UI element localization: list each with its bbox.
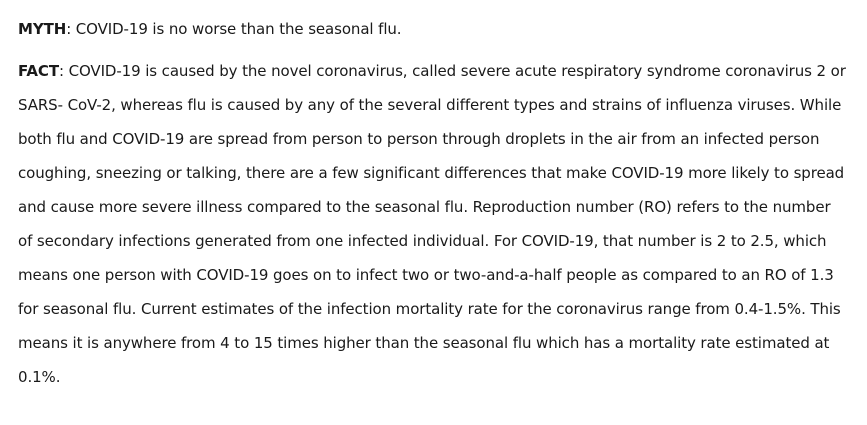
fact-label: FACT	[18, 62, 59, 80]
myth-label: MYTH	[18, 20, 67, 38]
article-content: MYTH: COVID-19 is no worse than the seas…	[18, 12, 849, 394]
fact-paragraph: FACT: COVID-19 is caused by the novel co…	[18, 54, 849, 394]
myth-paragraph: MYTH: COVID-19 is no worse than the seas…	[18, 12, 849, 46]
fact-text: : COVID-19 is caused by the novel corona…	[18, 62, 846, 386]
myth-text: : COVID-19 is no worse than the seasonal…	[66, 20, 402, 38]
